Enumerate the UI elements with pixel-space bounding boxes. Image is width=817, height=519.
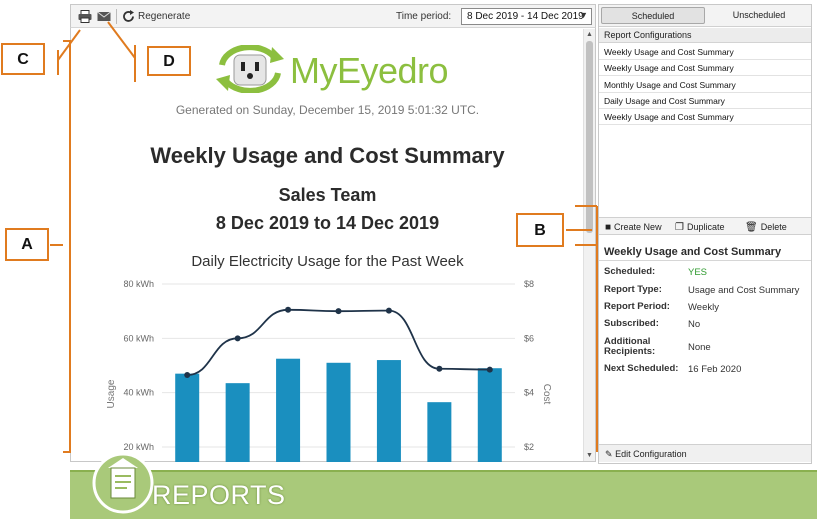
cost-point: [436, 365, 443, 372]
scheduled-value: YES: [688, 267, 708, 278]
reports-banner: [70, 470, 817, 519]
config-list-item[interactable]: Weekly Usage and Cost Summary: [599, 44, 811, 60]
usage-bar: [477, 368, 502, 462]
detail-title: Weekly Usage and Cost Summary: [604, 246, 782, 258]
delete-button[interactable]: 🗑 Delete: [745, 222, 787, 233]
cost-point: [335, 308, 342, 315]
tab-scheduled[interactable]: Scheduled: [601, 7, 705, 24]
usage-chart: 80 kWh $8 60 kWh $6 40 kWh $4 20 kWh $2 Usage Cos…: [106, 279, 552, 462]
scheduled-label: Scheduled:: [604, 266, 656, 277]
subscribed-label: Subscribed:: [604, 318, 659, 329]
plus-square-icon: ■: [605, 222, 612, 233]
generated-timestamp: Generated on Sunday, December 15, 2019 5…: [175, 103, 480, 117]
config-list-item[interactable]: Weekly Usage and Cost Summary: [599, 109, 811, 125]
tab-unscheduled[interactable]: Unscheduled: [732, 10, 786, 20]
edit-configuration-button[interactable]: ✎ Edit Configuration: [599, 444, 811, 462]
callout-d: D: [147, 46, 191, 76]
y2-axis-label: Cost: [541, 384, 552, 405]
duplicate-label: Duplicate: [686, 222, 725, 232]
scroll-down-icon[interactable]: ▼: [586, 452, 593, 459]
scroll-up-icon[interactable]: ▲: [586, 31, 593, 38]
pencil-icon: ✎: [605, 449, 613, 459]
y2-tick-label: $6: [524, 333, 534, 343]
y-tick-label: 40 kWh: [123, 388, 154, 398]
brand-logo-text: MyEyedro: [290, 50, 449, 91]
y-tick-label: 60 kWh: [123, 333, 154, 343]
cost-point: [486, 366, 493, 373]
cost-point: [234, 335, 241, 342]
report-scrollbar[interactable]: ▲ ▼: [583, 29, 595, 461]
usage-bar: [225, 383, 250, 462]
y-axis-label: Usage: [106, 379, 117, 408]
email-icon[interactable]: [97, 10, 111, 23]
cost-point: [184, 372, 191, 379]
toolbar-divider: [116, 9, 117, 24]
reports-banner-title: REPORTS: [152, 480, 286, 510]
config-list-header: Report Configurations: [599, 28, 811, 43]
next-scheduled-value: 16 Feb 2020: [688, 364, 742, 375]
time-period-label: Time period:: [396, 11, 452, 22]
myeyedro-logo-icon: [216, 45, 284, 93]
cost-point: [385, 307, 392, 314]
create-new-button[interactable]: ■ Create New: [605, 222, 662, 233]
y-tick-label: 20 kWh: [123, 442, 154, 452]
time-period-select[interactable]: 8 Dec 2019 - 14 Dec 2019 ▼: [461, 8, 592, 25]
report-type-label: Report Type:: [604, 284, 662, 295]
y2-tick-label: $4: [524, 388, 534, 398]
config-list-item[interactable]: Daily Usage and Cost Summary: [599, 93, 811, 109]
subscribed-value: No: [688, 319, 701, 330]
config-list-item[interactable]: Monthly Usage and Cost Summary: [599, 77, 811, 93]
recipients-value: None: [688, 342, 711, 353]
report-title: Weekly Usage and Cost Summary: [150, 143, 505, 168]
config-list-item[interactable]: Weekly Usage and Cost Summary: [599, 60, 811, 76]
report-date-range: 8 Dec 2019 to 14 Dec 2019: [215, 213, 440, 233]
callout-b: B: [516, 213, 564, 247]
time-period-value: 8 Dec 2019 - 14 Dec 2019: [467, 11, 584, 22]
print-icon[interactable]: [78, 10, 92, 23]
y-tick-label: 80 kWh: [123, 279, 154, 289]
usage-bar: [376, 360, 401, 462]
callout-a: A: [5, 228, 49, 261]
regenerate-button[interactable]: Regenerate: [138, 11, 191, 22]
chevron-down-icon: ▼: [579, 10, 588, 20]
y2-tick-label: $8: [524, 279, 534, 289]
scrollbar-thumb[interactable]: [586, 41, 593, 233]
next-scheduled-label: Next Scheduled:: [604, 363, 679, 374]
usage-bar: [276, 358, 301, 462]
bracket-a-line: [63, 40, 71, 453]
cost-point: [285, 306, 292, 313]
report-toolbar: Regenerate Time period: 8 Dec 2019 - 14 …: [70, 4, 596, 28]
recipients-label-line2: Recipients:: [604, 346, 656, 357]
usage-bar: [326, 362, 351, 462]
report-team: Sales Team: [278, 185, 377, 205]
report-period-label: Report Period:: [604, 301, 670, 312]
y2-tick-label: $2: [524, 442, 534, 452]
reports-document-icon: [92, 452, 154, 514]
recipients-label-line1: Additional: [604, 336, 651, 347]
schedule-tabs: Scheduled Unscheduled: [599, 5, 811, 27]
copy-icon: ❐: [675, 222, 684, 233]
trash-icon: 🗑: [745, 222, 758, 233]
detail-divider: [599, 260, 811, 261]
edit-configuration-label: Edit Configuration: [615, 449, 687, 459]
callout-c: C: [1, 43, 45, 75]
report-type-value: Usage and Cost Summary: [688, 285, 800, 296]
config-actions-bar: ■ Create New ❐ Duplicate 🗑 Delete: [599, 217, 811, 235]
chart-title: Daily Electricity Usage for the Past Wee…: [191, 253, 464, 270]
duplicate-button[interactable]: ❐ Duplicate: [675, 222, 725, 233]
report-period-value: Weekly: [688, 302, 719, 313]
usage-bar: [427, 402, 452, 462]
delete-label: Delete: [760, 222, 787, 232]
usage-bar: [175, 373, 200, 462]
create-new-label: Create New: [614, 222, 662, 232]
regenerate-icon[interactable]: [122, 10, 136, 23]
